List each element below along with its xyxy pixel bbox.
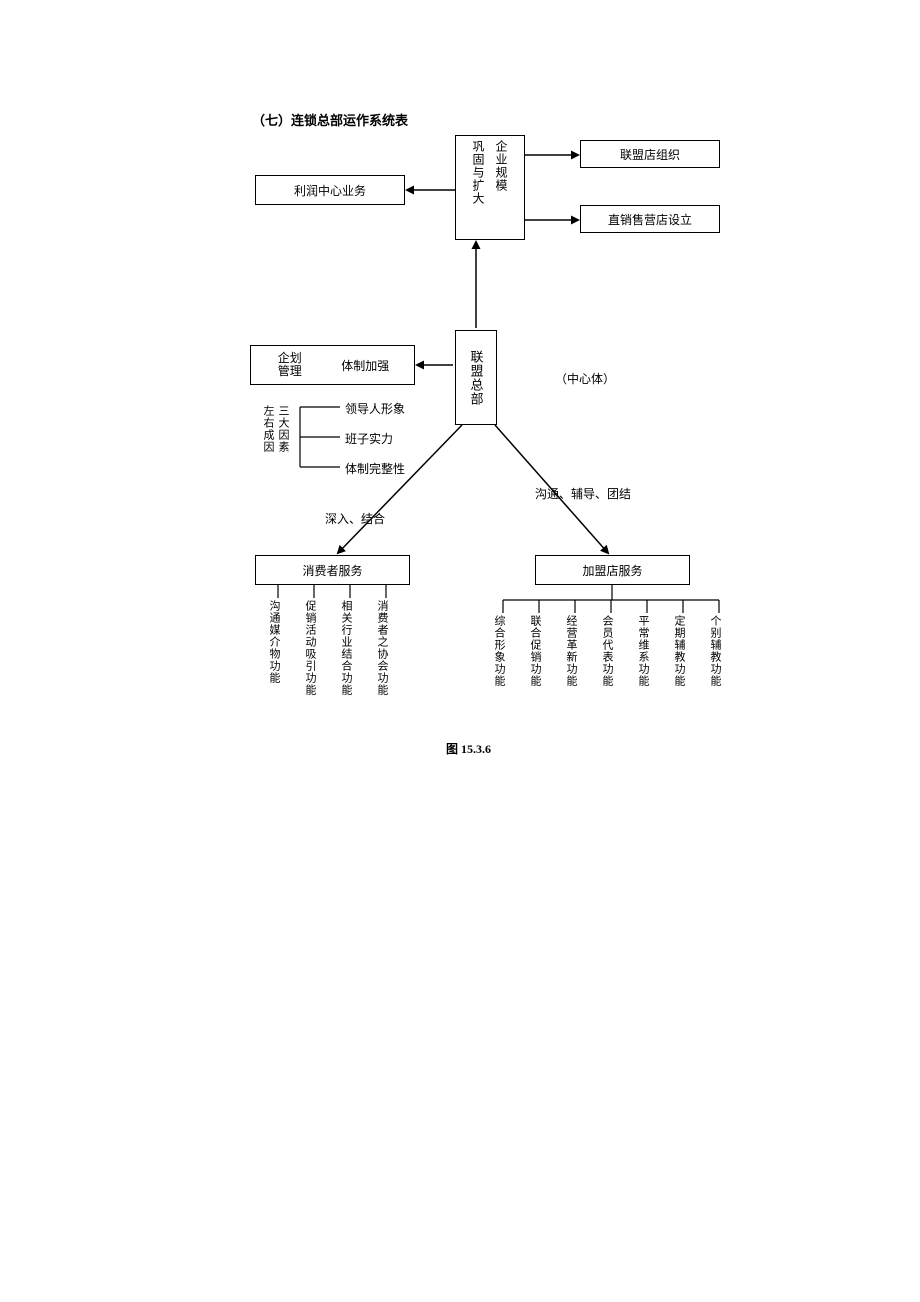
diagram-canvas: （七）连锁总部运作系统表 (0, 0, 920, 1302)
node-label: 加盟店服务 (582, 562, 642, 579)
node-label: 消费者服务 (302, 562, 362, 579)
franchise-func-item: 平常维系功能 (635, 615, 651, 687)
node-franchise-service: 加盟店服务 (535, 555, 690, 585)
figure-caption: 图 15.3.6 (446, 740, 491, 757)
franchise-func-item: 定期辅教功能 (671, 615, 687, 687)
consumer-func-item: 消费者之协会功能 (374, 600, 390, 696)
node-direct-sales: 直销售营店设立 (580, 205, 720, 233)
scale-col-right: 企业规模 (493, 140, 510, 192)
diagram-title: （七）连锁总部运作系统表 (252, 110, 408, 129)
franchise-func-item: 个别辅教功能 (707, 615, 723, 687)
label-leader-image: 领导人形象 (345, 400, 405, 417)
plan-mgmt-left: 企划管理 (276, 352, 304, 378)
node-consumer-service: 消费者服务 (255, 555, 410, 585)
franchise-func-item: 综合形象功能 (491, 615, 507, 687)
node-alliance-org: 联盟店组织 (580, 140, 720, 168)
node-plan-mgmt: 企划管理 体制加强 (250, 345, 415, 385)
consumer-func-item: 沟通媒介物功能 (266, 600, 282, 684)
node-hq: 联盟总部 (455, 330, 497, 425)
node-label: 联盟总部 (467, 350, 486, 406)
label-deep-combine: 深入、结合 (325, 510, 385, 527)
label-comm-guide-unite: 沟通、辅导、团结 (535, 485, 631, 502)
label-three-factors-a: 三大因素 (275, 405, 291, 453)
label-system-integrity: 体制完整性 (345, 460, 405, 477)
node-label: 联盟店组织 (620, 146, 680, 163)
scale-col-left: 巩固与扩大 (470, 140, 487, 205)
consumer-func-item: 相关行业结合功能 (338, 600, 354, 696)
franchise-func-item: 联合促销功能 (527, 615, 543, 687)
node-profit-center: 利润中心业务 (255, 175, 405, 205)
label-center-body: （中心体） (555, 370, 615, 387)
franchise-func-item: 会员代表功能 (599, 615, 615, 687)
node-label: 直销售营店设立 (608, 211, 692, 228)
node-enterprise-scale: 巩固与扩大 企业规模 (455, 135, 525, 240)
node-label: 利润中心业务 (294, 182, 366, 199)
label-three-factors-b: 左右成因 (260, 405, 276, 453)
label-team-strength: 班子实力 (345, 430, 393, 447)
franchise-func-item: 经营革新功能 (563, 615, 579, 687)
plan-mgmt-right: 体制加强 (341, 357, 389, 374)
consumer-func-item: 促销活动吸引功能 (302, 600, 318, 696)
